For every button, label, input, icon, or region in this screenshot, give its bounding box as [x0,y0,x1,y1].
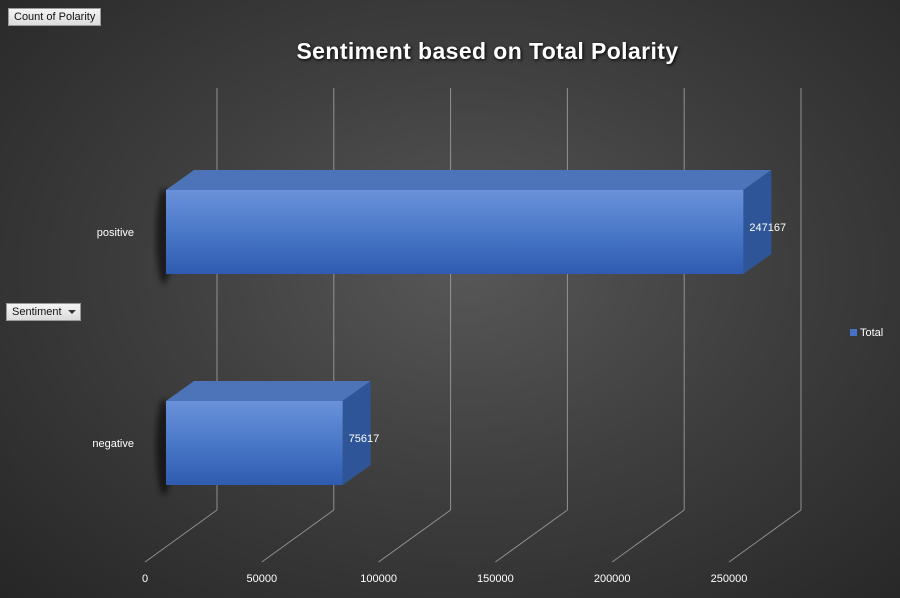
floor-line [144,509,218,563]
category-label: positive [97,227,134,239]
data-label: 75617 [349,433,380,445]
chart-title: Sentiment based on Total Polarity [296,38,679,64]
legend-label: Total [860,327,884,339]
x-tick-label: 100000 [360,573,397,585]
data-label: 247167 [749,222,786,234]
legend-swatch [850,329,857,336]
sentiment-field-label: Sentiment [12,306,62,318]
category-label: negative [92,438,134,450]
bars [156,170,772,495]
sentiment-field-button[interactable]: Sentiment [6,303,81,321]
bar-positive [166,190,744,274]
gridlines [144,88,802,563]
floor-line [611,509,685,563]
floor-line [495,509,568,563]
labels: 0 50000 100000 150000 200000 250000 247167 posi… [92,222,786,585]
bar-top-face [166,170,772,190]
x-tick-label: 200000 [594,573,631,585]
value-field-button[interactable]: Count of Polarity [8,8,102,26]
floor-line [728,509,802,563]
bar-top-face [166,381,371,401]
bar-side-face [743,170,772,274]
chevron-down-icon[interactable] [67,310,76,315]
floor-line [261,509,335,563]
bar-side-face [342,381,371,485]
x-tick-label: 250000 [711,573,748,585]
x-tick-label: 50000 [247,573,278,585]
x-tick-label: 150000 [477,573,514,585]
bar-negative [166,401,343,485]
x-tick-label: 0 [142,573,148,585]
legend: Total [850,327,883,339]
floor-line [378,509,451,563]
